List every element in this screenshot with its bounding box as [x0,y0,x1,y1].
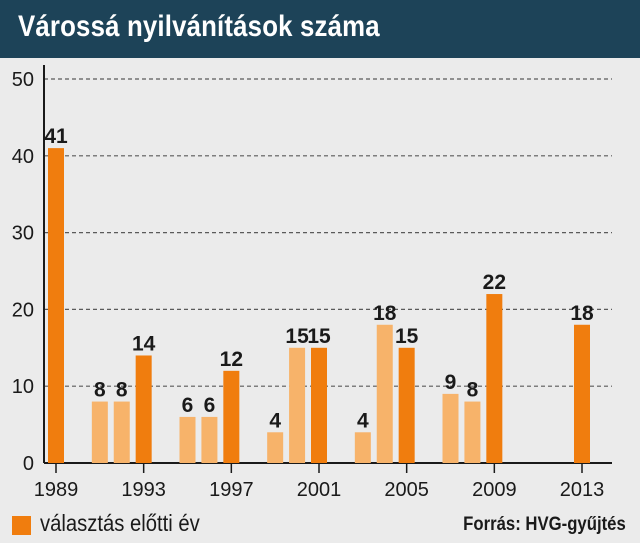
bar-1993 [135,355,152,463]
data-label-2001: 15 [307,325,331,348]
data-label-1996: 6 [204,394,216,417]
bar-2003 [354,432,371,463]
bar-1989 [48,148,64,463]
bar-2008 [464,401,481,463]
x-tick-label-2005: 2005 [384,479,429,501]
data-label-2013: 18 [570,302,594,325]
bar-2009 [486,294,503,463]
y-tick-label-20: 20 [12,299,34,321]
data-label-2000: 15 [285,325,309,348]
bar-2000 [289,347,306,463]
y-tick-label-50: 50 [12,69,34,91]
bar-1995 [179,416,196,463]
data-label-2005: 15 [395,325,419,348]
data-label-2009: 22 [483,271,506,294]
data-label-2004: 18 [373,302,397,325]
data-label-1995: 6 [182,394,194,417]
footer [0,509,640,543]
bar-1996 [201,416,218,463]
data-label-1991: 8 [94,379,106,402]
bar-1992 [113,401,130,463]
data-label-2003: 4 [357,409,369,432]
bar-1997 [223,370,240,463]
y-tick-label-40: 40 [12,146,34,168]
x-tick-label-2001: 2001 [297,479,342,501]
bar-2005 [398,347,415,463]
chart-title: Várossá nyilvánítások száma [18,10,380,43]
data-label-1989: 41 [44,125,68,148]
bar-1999 [267,432,284,463]
x-tick-label-1993: 1993 [121,479,166,501]
data-label-1992: 8 [116,379,128,402]
bar-2007 [442,393,459,463]
data-label-2008: 8 [467,379,479,402]
bar-2001 [311,347,327,463]
source-text: Forrás: HVG-gyűjtés [463,514,626,535]
y-tick-label-10: 10 [12,376,34,398]
title-bar: Várossá nyilvánítások száma [0,0,640,58]
y-tick-label-0: 0 [23,453,34,475]
data-label-2007: 9 [445,371,457,394]
y-tick-label-30: 30 [12,223,34,245]
legend-label: választás előtti év [40,510,200,536]
x-tick-label-1997: 1997 [209,479,254,501]
x-tick-label-2009: 2009 [472,479,517,501]
bar-2004 [376,324,393,463]
x-tick-label-1989: 1989 [34,479,79,501]
bar-1991 [91,401,108,463]
x-tick-label-2013: 2013 [560,479,605,501]
bar-2013 [574,324,590,463]
data-label-1999: 4 [269,409,281,432]
legend-swatch [12,516,31,535]
data-label-1997: 12 [220,348,243,371]
data-label-1993: 14 [132,332,156,355]
